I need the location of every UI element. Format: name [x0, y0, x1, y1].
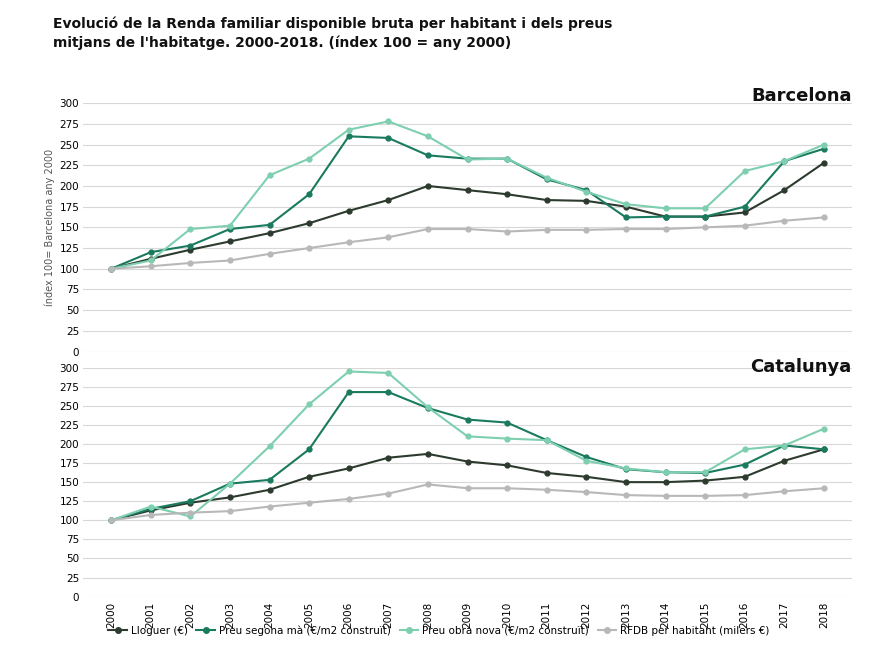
Text: Catalunya: Catalunya — [750, 358, 851, 376]
Y-axis label: índex 100= Barcelona any 2000: índex 100= Barcelona any 2000 — [45, 149, 55, 306]
Text: Barcelona: Barcelona — [751, 87, 851, 105]
Legend: Lloguer (€), Preu segona mà (€/m2 construït), Preu obra nova (€/m2 construït), R: Lloguer (€), Preu segona mà (€/m2 constr… — [103, 621, 774, 640]
Text: Evolució de la Renda familiar disponible bruta per habitant i dels preus
mitjans: Evolució de la Renda familiar disponible… — [53, 16, 611, 50]
